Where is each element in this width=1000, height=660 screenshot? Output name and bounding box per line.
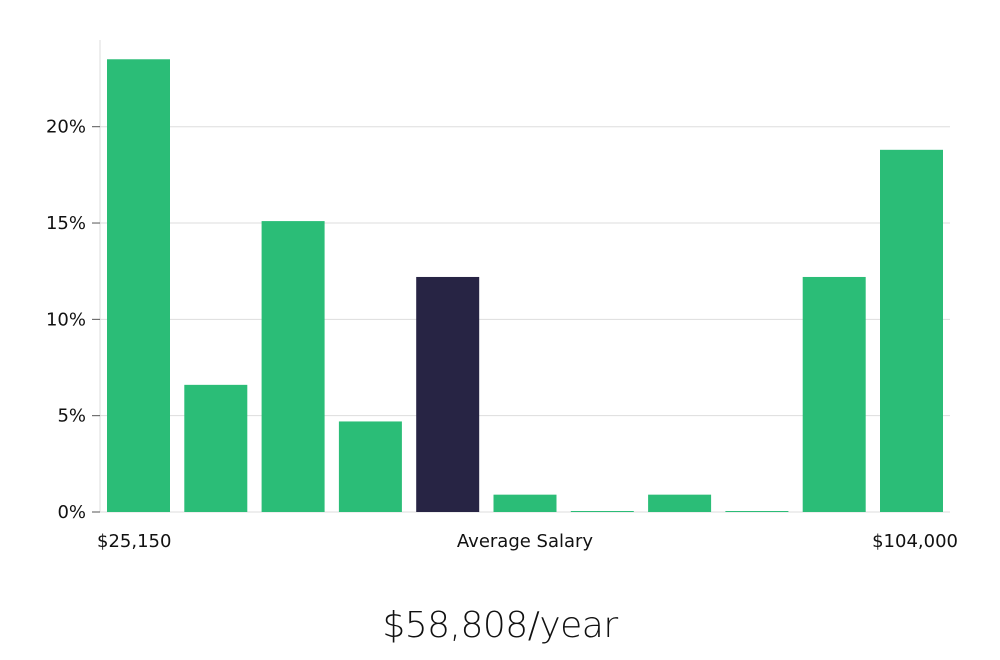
average-salary-value: $58,808/year: [382, 605, 618, 646]
y-tick-label: 20%: [46, 117, 86, 138]
salary-histogram-chart: 0% 5% 10% 15% 20% $25,150 Average Salary $10…: [46, 40, 958, 552]
x-axis-min-label: $25,150: [97, 531, 171, 552]
x-axis-center-label: Average Salary: [457, 531, 594, 552]
bar: [802, 276, 866, 512]
bar: [493, 494, 557, 512]
bar: [725, 511, 789, 512]
y-axis-ticks: 0% 5% 10% 15% 20%: [46, 117, 100, 523]
bar: [648, 494, 712, 512]
bar-average-salary: [416, 276, 480, 512]
y-tick-label: 10%: [46, 309, 86, 330]
bar: [880, 149, 943, 512]
bar: [184, 384, 248, 512]
y-tick-label: 15%: [46, 213, 86, 234]
bar: [570, 511, 634, 512]
bar: [261, 221, 325, 512]
bar: [338, 421, 402, 512]
x-axis-max-label: $104,000: [872, 531, 958, 552]
y-tick-label: 5%: [57, 406, 86, 427]
bar: [107, 59, 170, 512]
y-tick-label: 0%: [57, 502, 86, 523]
bars: [107, 59, 943, 512]
